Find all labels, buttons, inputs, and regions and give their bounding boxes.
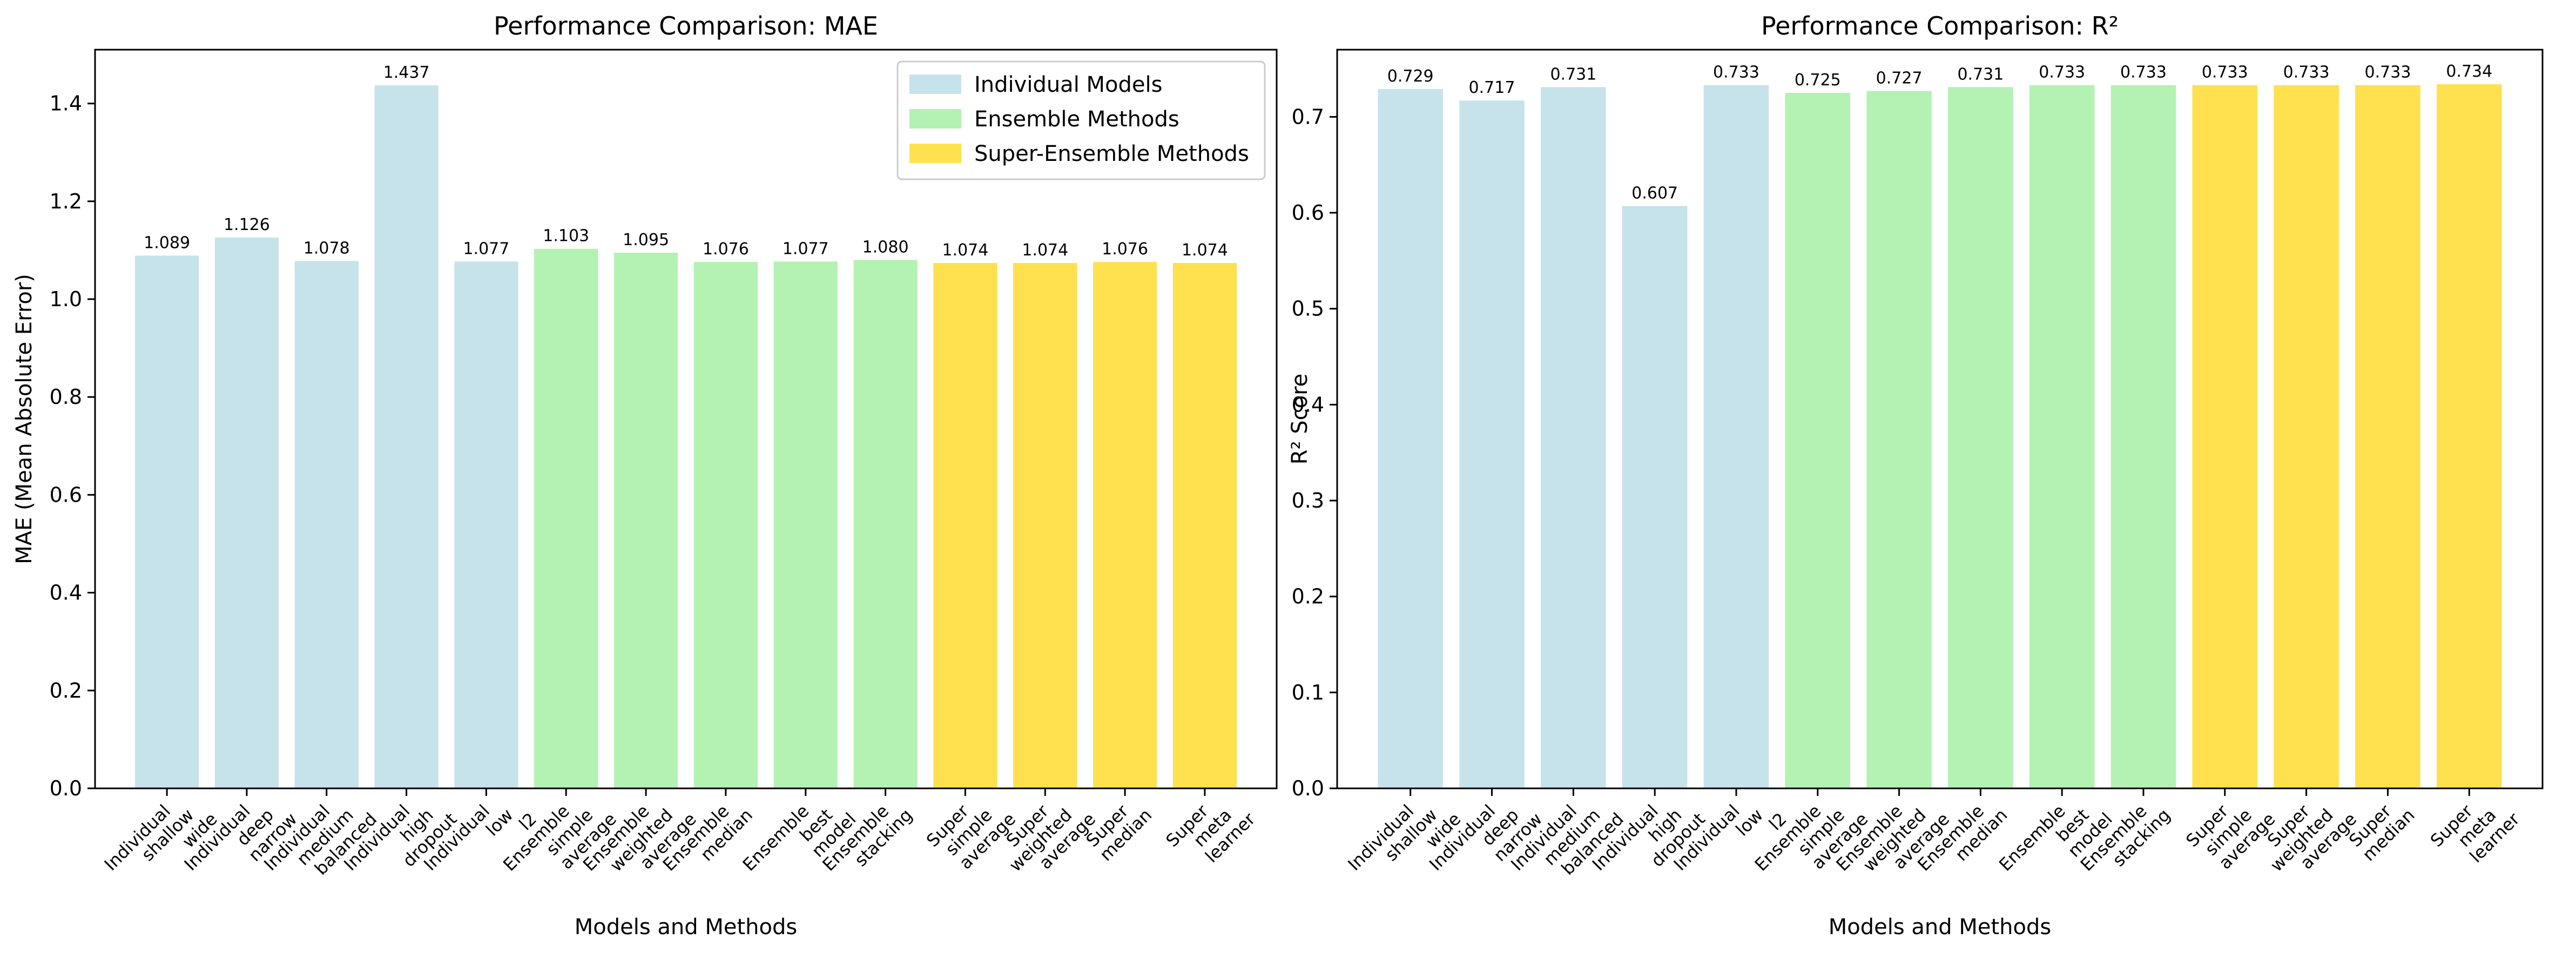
data-label-12: 1.074	[1022, 241, 1068, 260]
y-tick-label-6: 1.0	[50, 287, 82, 311]
data-label-5: 1.077	[463, 239, 509, 258]
x-axis-label: Models and Methods	[1829, 915, 2051, 940]
data-label-7: 1.095	[623, 231, 669, 249]
data-label-14: 0.734	[2446, 62, 2492, 81]
bar-11	[2192, 85, 2258, 789]
bar-6	[1785, 92, 1851, 788]
y-tick-label-6: 0.5	[1292, 297, 1324, 321]
data-label-6: 0.725	[1795, 71, 1841, 90]
bar-14	[1172, 263, 1237, 788]
bar-9	[773, 261, 838, 788]
bar-6	[534, 248, 598, 788]
bar-10	[2110, 85, 2176, 789]
legend-box	[896, 60, 1266, 180]
bar-4	[374, 85, 439, 789]
data-label-12: 0.733	[2283, 63, 2330, 82]
data-label-2: 1.126	[224, 215, 270, 234]
plot-frame	[1336, 49, 2544, 789]
y-tick-label-1: 0.0	[50, 776, 82, 800]
data-label-8: 0.731	[1957, 65, 2004, 84]
bar-5	[454, 261, 518, 788]
bar-5	[1703, 85, 1769, 789]
data-label-10: 1.080	[862, 238, 909, 257]
y-tick-label-4: 0.3	[1292, 489, 1324, 512]
bar-14	[2436, 84, 2502, 788]
bar-13	[2355, 85, 2420, 789]
data-label-8: 1.076	[703, 240, 749, 259]
y-tick-label-2: 0.1	[1292, 680, 1324, 704]
bar-11	[933, 263, 997, 788]
bar-1	[1378, 89, 1443, 788]
x-axis-label: Models and Methods	[575, 915, 797, 940]
bar-7	[1866, 91, 1932, 788]
data-label-3: 1.078	[304, 239, 350, 258]
bar-13	[1093, 262, 1157, 788]
data-label-9: 0.733	[2039, 63, 2085, 82]
data-label-9: 1.077	[783, 239, 829, 258]
y-axis-label: MAE (Mean Absolute Error)	[12, 274, 37, 564]
bar-2	[214, 237, 279, 788]
y-tick-label-3: 0.2	[1292, 585, 1324, 609]
data-label-4: 0.607	[1631, 184, 1678, 203]
bar-3	[1541, 87, 1606, 788]
chart-panel-2: 0.729Individualshallowwide0.717Individua…	[1287, 11, 2544, 940]
bar-8	[1948, 87, 2013, 788]
data-label-6: 1.103	[543, 227, 589, 246]
legend-label-3: Super-Ensemble Methods	[974, 141, 1249, 166]
y-tick-label-7: 1.2	[50, 190, 82, 213]
data-label-4: 1.437	[383, 63, 430, 82]
bar-12	[1013, 263, 1077, 788]
bar-3	[294, 261, 359, 788]
y-tick-label-8: 1.4	[50, 92, 82, 116]
y-tick-label-8: 0.7	[1292, 105, 1324, 129]
y-tick-label-3: 0.4	[50, 581, 82, 605]
data-label-10: 0.733	[2120, 63, 2167, 82]
plot-frame	[94, 49, 1278, 789]
data-label-7: 0.727	[1876, 69, 1923, 87]
data-label-5: 0.733	[1713, 63, 1759, 82]
data-label-2: 0.717	[1469, 78, 1515, 97]
y-tick-label-1: 0.0	[1292, 776, 1324, 800]
legend-swatch-1	[909, 75, 961, 94]
chart-title: Performance Comparison: MAE	[494, 11, 878, 40]
legend: Individual Models Ensemble Methods Super-E…	[896, 60, 1266, 180]
bar-8	[693, 262, 758, 788]
data-label-13: 1.076	[1102, 240, 1148, 259]
data-label-11: 1.074	[942, 241, 988, 260]
y-axis-label: R² Score	[1287, 374, 1312, 465]
legend-swatch-3	[909, 144, 961, 163]
y-tick-label-5: 0.4	[1292, 393, 1324, 416]
legend-label-2: Ensemble Methods	[974, 107, 1179, 132]
bar-12	[2274, 85, 2339, 789]
legend-label-1: Individual Models	[974, 72, 1162, 97]
data-label-1: 0.729	[1387, 67, 1434, 86]
data-label-1: 1.089	[144, 233, 190, 252]
bar-10	[853, 260, 918, 789]
bar-4	[1622, 206, 1688, 789]
y-tick-label-7: 0.6	[1292, 201, 1324, 225]
bar-9	[2029, 85, 2095, 789]
data-label-3: 0.731	[1550, 65, 1596, 84]
bar-1	[134, 255, 199, 788]
data-label-11: 0.733	[2202, 63, 2248, 82]
chart-title: Performance Comparison: R²	[1761, 11, 2119, 40]
bar-2	[1459, 100, 1525, 789]
data-label-14: 1.074	[1182, 241, 1228, 260]
legend-swatch-2	[909, 109, 961, 129]
data-label-13: 0.733	[2365, 63, 2411, 82]
bar-7	[613, 253, 678, 788]
y-tick-label-4: 0.6	[50, 483, 82, 506]
y-tick-label-2: 0.2	[50, 679, 82, 703]
y-tick-label-5: 0.8	[50, 385, 82, 409]
